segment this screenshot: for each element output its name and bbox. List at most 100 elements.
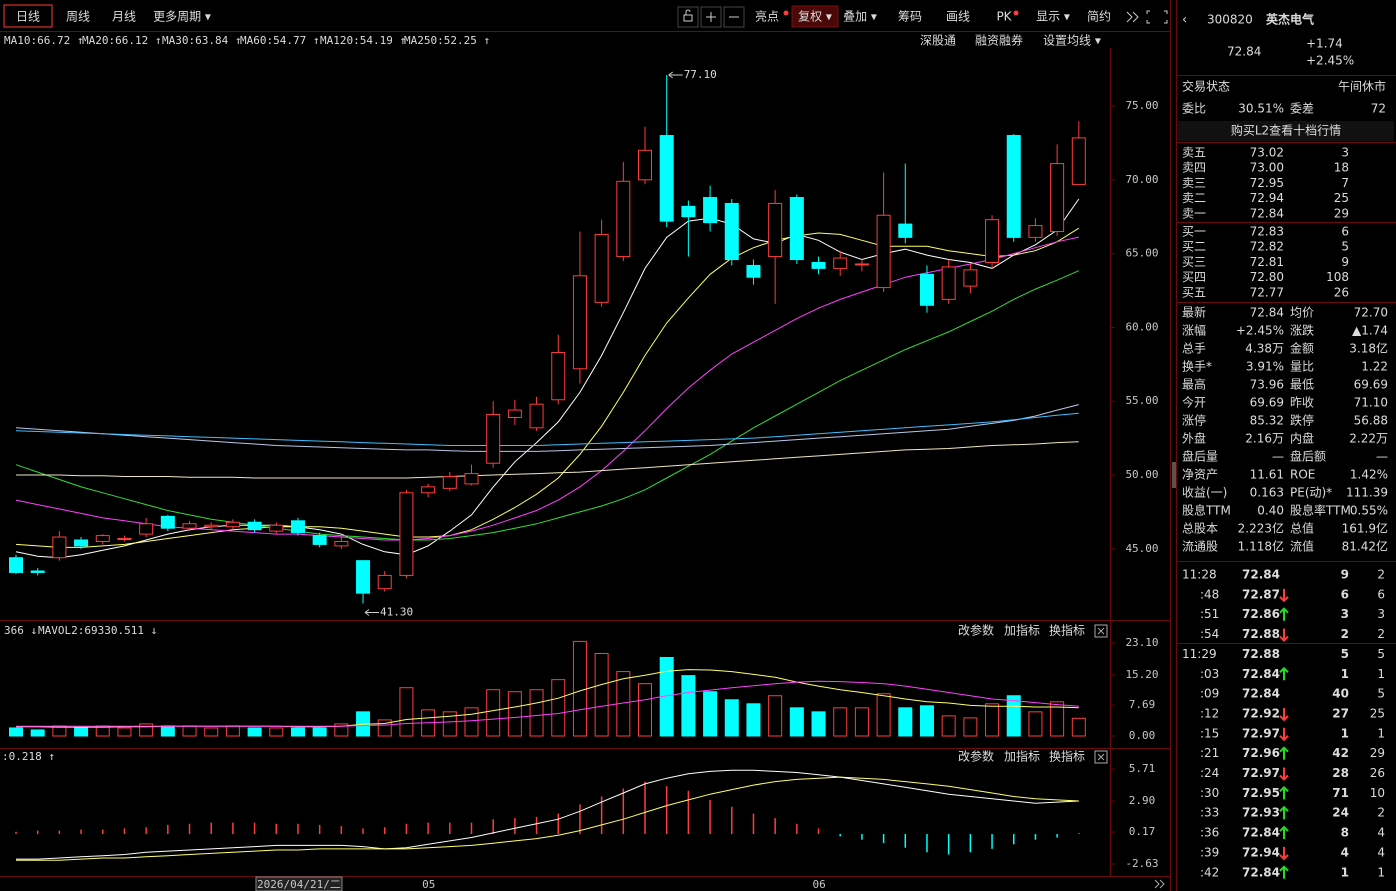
l2-button[interactable]: 购买L2查看十档行情 bbox=[1231, 123, 1341, 138]
marker-arrow bbox=[668, 71, 683, 79]
volume-bar bbox=[963, 717, 978, 737]
link[interactable]: 深股通 bbox=[920, 34, 956, 48]
volume-bar bbox=[290, 727, 305, 737]
trade-arrow bbox=[1279, 607, 1289, 621]
stat-value: 4.38万 bbox=[1245, 342, 1284, 356]
book-label: 买二 bbox=[1182, 240, 1206, 254]
stat-label: 内盘 bbox=[1290, 431, 1314, 446]
back-arrow[interactable]: ‹ bbox=[1182, 13, 1187, 28]
trade-count: 2 bbox=[1377, 806, 1385, 820]
volume-bar bbox=[1028, 711, 1043, 737]
pane-button[interactable]: 换指标 bbox=[1049, 623, 1085, 638]
period-button[interactable]: 周线 bbox=[66, 10, 90, 24]
tool-button[interactable]: 复权 ▾ bbox=[798, 10, 832, 24]
trade-count: 6 bbox=[1377, 587, 1385, 601]
tool-button[interactable]: PK bbox=[996, 10, 1012, 24]
trade-arrow bbox=[1279, 846, 1289, 861]
trade-volume: 1 bbox=[1341, 726, 1349, 740]
trade-price: 72.88 bbox=[1242, 627, 1280, 641]
book-volume: 18 bbox=[1334, 161, 1349, 175]
candle-body bbox=[919, 273, 934, 306]
stat-value: 2.223亿 bbox=[1238, 521, 1284, 536]
close-button[interactable] bbox=[1094, 624, 1108, 638]
stat-value: 0.55% bbox=[1350, 504, 1388, 518]
tool-button[interactable]: 简约 bbox=[1087, 9, 1111, 24]
trade-arrow bbox=[1279, 805, 1289, 820]
stock-name: 英杰电气 bbox=[1266, 12, 1314, 27]
pane-button[interactable]: 改参数 bbox=[958, 749, 994, 764]
trade-time: :42 bbox=[1200, 865, 1219, 879]
pane-button[interactable]: 加指标 bbox=[1004, 749, 1040, 764]
stat-label: 流通股 bbox=[1182, 540, 1218, 554]
tool-button[interactable]: 亮点 bbox=[755, 9, 779, 24]
pane-button[interactable]: 改参数 bbox=[958, 623, 994, 638]
tool-button[interactable]: 画线 bbox=[946, 10, 970, 24]
volume-bar bbox=[551, 679, 566, 737]
candle-body bbox=[442, 476, 457, 489]
trade-time: :51 bbox=[1200, 607, 1219, 621]
stat-value: 2.16万 bbox=[1245, 432, 1284, 446]
stat-label: 净资产 bbox=[1182, 468, 1218, 482]
book-label: 卖三 bbox=[1182, 176, 1206, 190]
volume-bar bbox=[746, 703, 761, 737]
volume-bar bbox=[117, 727, 132, 737]
trade-count: 29 bbox=[1370, 746, 1385, 760]
ratio-label: 委比 bbox=[1182, 102, 1206, 116]
volume-bar bbox=[9, 727, 23, 737]
y-tick-label: 45.00 bbox=[1125, 542, 1158, 555]
candle-body bbox=[247, 521, 262, 531]
candle-body bbox=[703, 197, 718, 224]
volume-bar bbox=[269, 727, 284, 737]
tool-icon[interactable] bbox=[700, 6, 722, 28]
splitter-handle[interactable] bbox=[1172, 462, 1176, 488]
l2-button-bg[interactable] bbox=[1178, 121, 1394, 141]
link[interactable]: 融资融券 bbox=[975, 33, 1023, 48]
volume-bar bbox=[811, 711, 826, 737]
candle-body bbox=[182, 523, 197, 529]
stat-value: 72.70 bbox=[1354, 306, 1388, 320]
stat-label: 总值 bbox=[1290, 521, 1314, 536]
tool-button[interactable]: 叠加 ▾ bbox=[843, 10, 877, 24]
pane-button[interactable]: 加指标 bbox=[1004, 623, 1040, 638]
period-button[interactable]: 日线 bbox=[16, 10, 40, 24]
tool-icon[interactable] bbox=[1126, 10, 1168, 24]
last-price: 72.84 bbox=[1227, 45, 1261, 59]
close-button[interactable] bbox=[1094, 750, 1108, 764]
trade-volume: 28 bbox=[1332, 766, 1349, 780]
tool-button[interactable]: 筹码 bbox=[898, 10, 922, 24]
book-price: 72.84 bbox=[1250, 206, 1284, 220]
stat-label: 流值 bbox=[1290, 539, 1314, 554]
book-label: 买三 bbox=[1182, 255, 1206, 269]
candle-body bbox=[768, 202, 783, 258]
candle-body bbox=[724, 202, 739, 261]
stat-label: 涨跌 bbox=[1290, 323, 1314, 338]
link[interactable]: 设置均线 ▾ bbox=[1043, 34, 1101, 48]
y-tick-label: 23.10 bbox=[1125, 636, 1158, 649]
volume-bar bbox=[182, 725, 197, 737]
period-button[interactable]: 月线 bbox=[112, 10, 136, 24]
stat-label: 盘后量 bbox=[1182, 449, 1218, 464]
book-volume: 25 bbox=[1334, 191, 1349, 205]
scroll-arrows[interactable] bbox=[1154, 879, 1165, 889]
candle-body bbox=[139, 523, 154, 535]
trade-time: :24 bbox=[1200, 766, 1219, 780]
high-label: 77.10 bbox=[684, 68, 717, 81]
tool-button[interactable]: 显示 ▾ bbox=[1036, 10, 1070, 24]
ma-line bbox=[16, 680, 1079, 727]
tool-active bbox=[791, 5, 839, 28]
pane-button[interactable]: 换指标 bbox=[1049, 749, 1085, 764]
stat-label: 收益(一) bbox=[1182, 486, 1227, 500]
tool-icon[interactable] bbox=[723, 6, 745, 28]
stat-value: 1.118亿 bbox=[1238, 539, 1284, 554]
ratio-value: 30.51% bbox=[1238, 102, 1284, 116]
period-button[interactable]: 更多周期 ▾ bbox=[153, 10, 211, 24]
trade-volume: 24 bbox=[1332, 806, 1349, 820]
candle-body bbox=[117, 538, 132, 541]
volume-bar bbox=[876, 693, 891, 737]
trade-arrow bbox=[1279, 588, 1289, 603]
trade-volume: 71 bbox=[1332, 786, 1349, 800]
tool-icon[interactable] bbox=[677, 6, 699, 28]
book-volume: 7 bbox=[1341, 176, 1349, 190]
tool-icon bbox=[706, 12, 739, 22]
